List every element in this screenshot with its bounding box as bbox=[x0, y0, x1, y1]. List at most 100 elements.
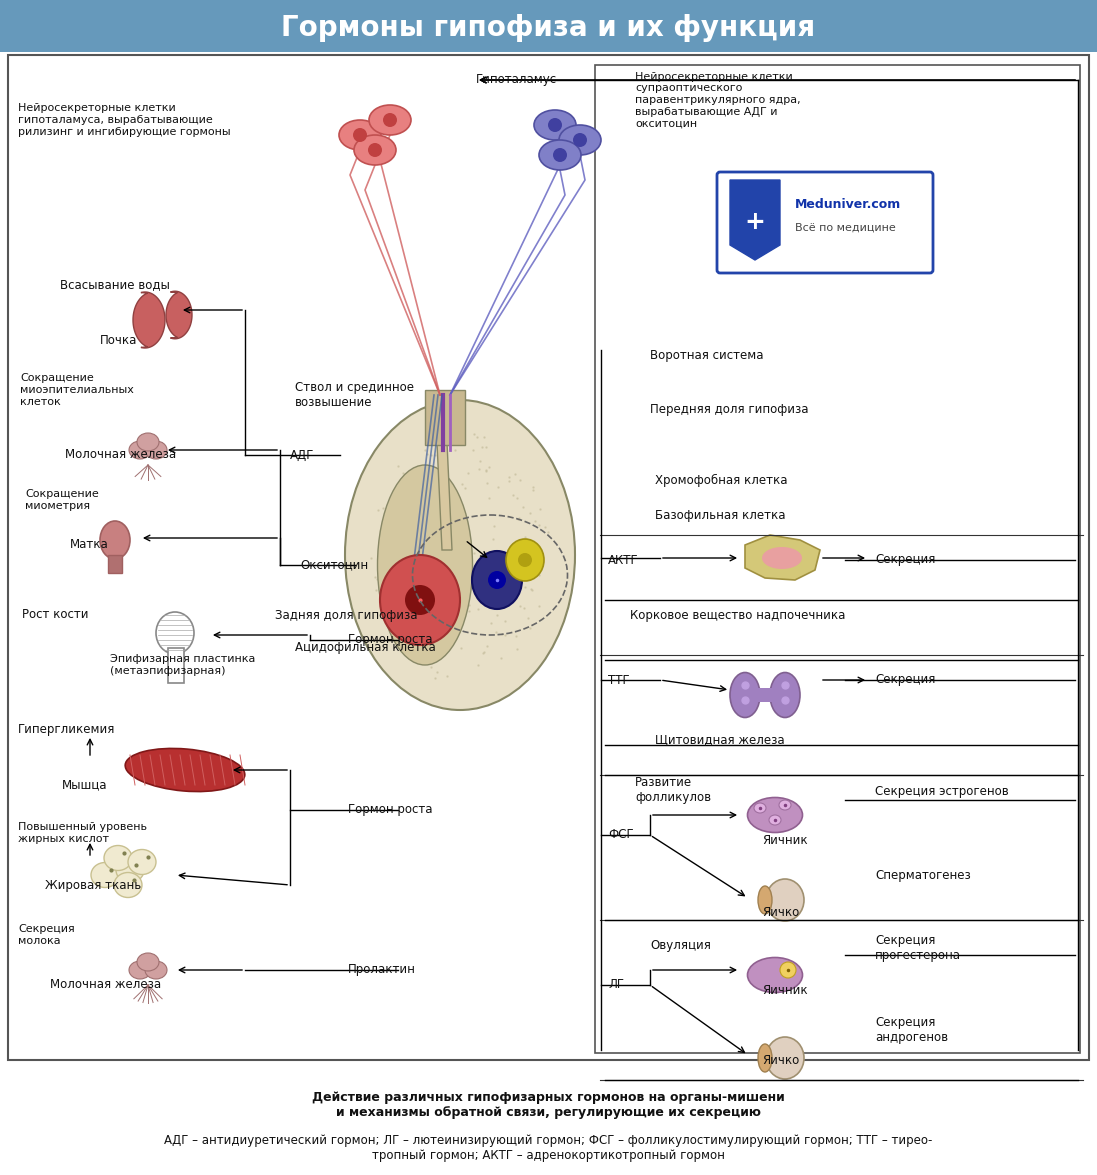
Text: Яичко: Яичко bbox=[762, 906, 800, 919]
Ellipse shape bbox=[137, 953, 159, 971]
Text: Корковое вещество надпочечника: Корковое вещество надпочечника bbox=[630, 609, 846, 622]
Text: Сокращение
миоэпителиальных
клеток: Сокращение миоэпителиальных клеток bbox=[20, 374, 134, 407]
Polygon shape bbox=[436, 400, 452, 550]
Ellipse shape bbox=[353, 128, 367, 142]
Text: Секреция эстрогенов: Секреция эстрогенов bbox=[875, 786, 1009, 799]
Ellipse shape bbox=[156, 612, 194, 654]
Text: АКТГ: АКТГ bbox=[608, 553, 638, 566]
Ellipse shape bbox=[766, 879, 804, 921]
Ellipse shape bbox=[559, 125, 601, 155]
Text: Meduniver.com: Meduniver.com bbox=[795, 199, 902, 212]
Text: Воротная система: Воротная система bbox=[651, 349, 764, 362]
Text: Гипоталамус: Гипоталамус bbox=[476, 74, 557, 87]
Text: Гормон роста: Гормон роста bbox=[348, 633, 432, 646]
Ellipse shape bbox=[758, 886, 772, 914]
Text: +: + bbox=[745, 210, 766, 234]
Ellipse shape bbox=[754, 803, 766, 813]
Text: ТТГ: ТТГ bbox=[608, 673, 630, 686]
Ellipse shape bbox=[548, 118, 562, 132]
Ellipse shape bbox=[145, 961, 167, 979]
Ellipse shape bbox=[339, 120, 381, 150]
Text: Матка: Матка bbox=[70, 538, 109, 551]
Text: Ацидофильная клетка: Ацидофильная клетка bbox=[295, 642, 436, 654]
Ellipse shape bbox=[137, 434, 159, 451]
Ellipse shape bbox=[354, 135, 396, 164]
Bar bbox=[108, 555, 122, 573]
Text: Передняя доля гипофиза: Передняя доля гипофиза bbox=[651, 403, 808, 416]
Text: Гормоны гипофиза и их функция: Гормоны гипофиза и их функция bbox=[281, 14, 815, 42]
Text: Базофильная клетка: Базофильная клетка bbox=[655, 509, 785, 522]
Bar bbox=[758, 689, 787, 701]
Text: Эпифизарная пластинка
(метаэпифизарная): Эпифизарная пластинка (метаэпифизарная) bbox=[110, 654, 256, 676]
Text: Сокращение
миометрия: Сокращение миометрия bbox=[25, 489, 99, 511]
Text: Развитие
фолликулов: Развитие фолликулов bbox=[635, 776, 711, 804]
Ellipse shape bbox=[506, 539, 544, 580]
Text: Всасывание воды: Всасывание воды bbox=[60, 278, 170, 291]
Bar bbox=[595, 65, 1081, 1053]
Ellipse shape bbox=[747, 958, 803, 993]
Text: Секреция
молока: Секреция молока bbox=[18, 925, 75, 946]
Text: Яичник: Яичник bbox=[762, 983, 807, 996]
Ellipse shape bbox=[145, 441, 167, 459]
Text: Рост кости: Рост кости bbox=[22, 609, 89, 622]
Polygon shape bbox=[133, 293, 165, 348]
Ellipse shape bbox=[405, 585, 436, 615]
Text: Яичник: Яичник bbox=[762, 833, 807, 846]
Ellipse shape bbox=[553, 148, 567, 162]
Text: Окситоцин: Окситоцин bbox=[299, 558, 369, 571]
Ellipse shape bbox=[129, 441, 151, 459]
Ellipse shape bbox=[770, 672, 800, 718]
Text: Молочная железа: Молочная железа bbox=[65, 449, 177, 462]
Ellipse shape bbox=[344, 400, 575, 710]
Polygon shape bbox=[745, 535, 819, 580]
Text: Секреция
андрогенов: Секреция андрогенов bbox=[875, 1016, 948, 1045]
Ellipse shape bbox=[125, 748, 245, 792]
Text: Сперматогенез: Сперматогенез bbox=[875, 868, 971, 881]
Ellipse shape bbox=[518, 553, 532, 568]
Text: Задняя доля гипофиза: Задняя доля гипофиза bbox=[275, 609, 418, 622]
Text: Гипергликемия: Гипергликемия bbox=[18, 724, 115, 737]
Text: Мышца: Мышца bbox=[63, 779, 108, 792]
Polygon shape bbox=[730, 180, 780, 260]
Ellipse shape bbox=[100, 521, 131, 559]
Text: ФСГ: ФСГ bbox=[608, 828, 634, 841]
Ellipse shape bbox=[766, 1038, 804, 1079]
Ellipse shape bbox=[383, 113, 397, 127]
Bar bbox=[425, 390, 465, 445]
Text: Секреция: Секреция bbox=[875, 673, 936, 686]
Ellipse shape bbox=[91, 862, 118, 887]
Text: АДГ – антидиуретический гормон; ЛГ – лютеинизирующий гормон; ФСГ – фолликулостим: АДГ – антидиуретический гормон; ЛГ – лют… bbox=[163, 1134, 932, 1162]
Ellipse shape bbox=[758, 1045, 772, 1072]
Text: АДГ: АДГ bbox=[290, 449, 315, 462]
Ellipse shape bbox=[779, 800, 791, 810]
Ellipse shape bbox=[129, 961, 151, 979]
Ellipse shape bbox=[128, 850, 156, 874]
Bar bbox=[8, 55, 1089, 1060]
Text: Щитовидная железа: Щитовидная железа bbox=[655, 733, 784, 746]
Ellipse shape bbox=[539, 140, 581, 170]
Text: Молочная железа: Молочная железа bbox=[50, 979, 161, 992]
Ellipse shape bbox=[377, 465, 473, 665]
FancyBboxPatch shape bbox=[717, 172, 934, 273]
Text: Секреция: Секреция bbox=[875, 553, 936, 566]
Text: Ствол и срединное
возвышение: Ствол и срединное возвышение bbox=[295, 381, 414, 409]
Text: Почка: Почка bbox=[100, 334, 137, 347]
Ellipse shape bbox=[380, 555, 460, 645]
Ellipse shape bbox=[488, 571, 506, 589]
Text: Гормон роста: Гормон роста bbox=[348, 804, 432, 817]
Ellipse shape bbox=[747, 798, 803, 833]
Ellipse shape bbox=[472, 551, 522, 609]
Ellipse shape bbox=[762, 548, 802, 569]
Polygon shape bbox=[166, 291, 192, 338]
Text: Овуляция: Овуляция bbox=[651, 939, 711, 952]
Text: Хромофобная клетка: Хромофобная клетка bbox=[655, 474, 788, 486]
Ellipse shape bbox=[369, 105, 411, 135]
Ellipse shape bbox=[573, 133, 587, 147]
Text: Всё по медицине: Всё по медицине bbox=[795, 223, 896, 233]
Text: Секреция
прогестерона: Секреция прогестерона bbox=[875, 934, 961, 962]
Ellipse shape bbox=[769, 815, 781, 825]
Ellipse shape bbox=[534, 110, 576, 140]
Ellipse shape bbox=[104, 846, 132, 871]
Text: Действие различных гипофизарных гормонов на органы-мишени
и механизмы обратной с: Действие различных гипофизарных гормонов… bbox=[312, 1092, 784, 1119]
Circle shape bbox=[780, 962, 796, 978]
